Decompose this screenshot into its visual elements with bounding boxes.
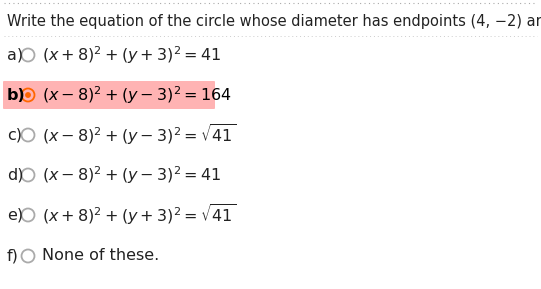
Text: d): d) [7, 168, 23, 182]
Text: a): a) [7, 47, 23, 62]
Text: $(x - 8)^2 + (y - 3)^2 = 164$: $(x - 8)^2 + (y - 3)^2 = 164$ [42, 84, 232, 106]
Text: $(x + 8)^2 + (y + 3)^2 = 41$: $(x + 8)^2 + (y + 3)^2 = 41$ [42, 44, 221, 66]
Text: c): c) [7, 127, 22, 142]
Text: $(x - 8)^2 + (y - 3)^2 = \sqrt{41}$: $(x - 8)^2 + (y - 3)^2 = \sqrt{41}$ [42, 123, 236, 147]
Text: f): f) [7, 249, 19, 264]
Text: b): b) [7, 88, 26, 103]
FancyBboxPatch shape [3, 81, 215, 109]
Text: e): e) [7, 208, 23, 223]
Text: $(x - 8)^2 + (y - 3)^2 = 41$: $(x - 8)^2 + (y - 3)^2 = 41$ [42, 164, 221, 186]
Text: $(x + 8)^2 + (y + 3)^2 = \sqrt{41}$: $(x + 8)^2 + (y + 3)^2 = \sqrt{41}$ [42, 203, 236, 227]
Circle shape [25, 92, 31, 98]
Text: Write the equation of the circle whose diameter has endpoints (4, −2) and (12, 8: Write the equation of the circle whose d… [7, 14, 541, 29]
Text: None of these.: None of these. [42, 249, 159, 264]
